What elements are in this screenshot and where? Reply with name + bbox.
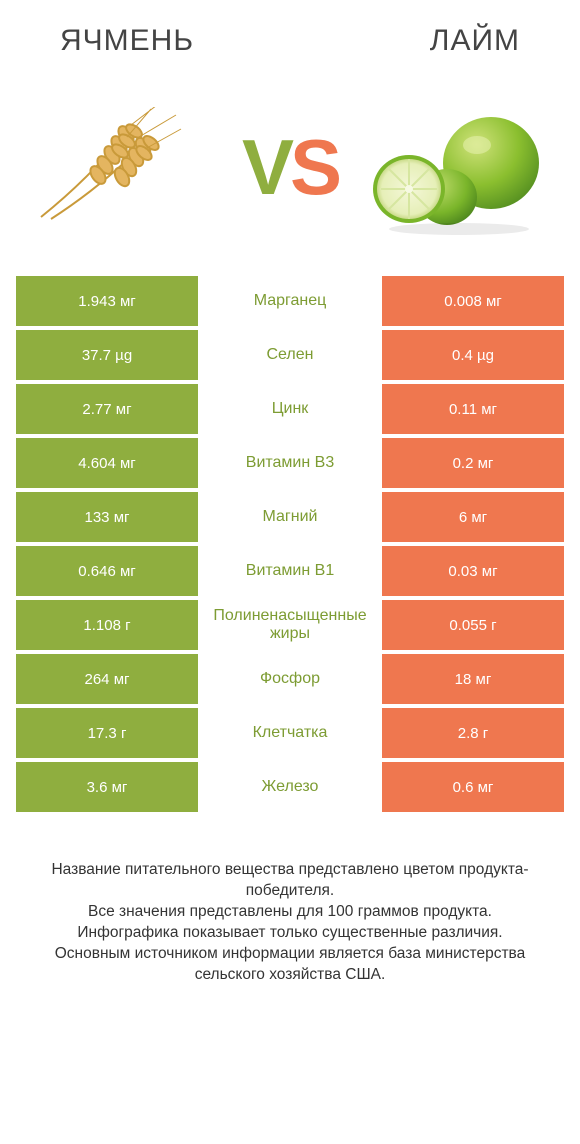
infographic-container: ЯЧМЕНЬ ЛАЙМ — [0, 0, 580, 1014]
left-value-cell: 1.108 г — [16, 600, 198, 650]
nutrient-label: Марганец — [198, 276, 382, 326]
nutrient-label: Полиненасыщенные жиры — [198, 600, 382, 650]
nutrient-label: Витамин B3 — [198, 438, 382, 488]
vs-s: S — [290, 128, 338, 206]
left-value-cell: 4.604 мг — [16, 438, 198, 488]
table-row: 264 мгФосфор18 мг — [16, 654, 564, 704]
right-value-cell: 0.008 мг — [382, 276, 564, 326]
right-value-cell: 0.03 мг — [382, 546, 564, 596]
barley-image — [26, 92, 216, 242]
footer-line-1: Название питательного вещества представл… — [34, 860, 546, 902]
table-row: 2.77 мгЦинк0.11 мг — [16, 384, 564, 434]
right-value-cell: 0.6 мг — [382, 762, 564, 812]
hero-row: VS — [16, 66, 564, 276]
right-value-cell: 0.4 µg — [382, 330, 564, 380]
right-value-cell: 6 мг — [382, 492, 564, 542]
nutrient-label: Железо — [198, 762, 382, 812]
nutrient-label: Селен — [198, 330, 382, 380]
table-row: 37.7 µgСелен0.4 µg — [16, 330, 564, 380]
left-value-cell: 133 мг — [16, 492, 198, 542]
table-row: 133 мгМагний6 мг — [16, 492, 564, 542]
right-value-cell: 0.055 г — [382, 600, 564, 650]
nutrient-label: Цинк — [198, 384, 382, 434]
left-value-cell: 37.7 µg — [16, 330, 198, 380]
left-value-cell: 3.6 мг — [16, 762, 198, 812]
lime-image — [364, 92, 554, 242]
nutrient-label: Магний — [198, 492, 382, 542]
right-value-cell: 18 мг — [382, 654, 564, 704]
table-row: 17.3 гКлетчатка2.8 г — [16, 708, 564, 758]
footer-line-4: Основным источником информации является … — [34, 944, 546, 986]
left-value-cell: 17.3 г — [16, 708, 198, 758]
footer-line-2: Все значения представлены для 100 граммо… — [34, 902, 546, 923]
footer-notes: Название питательного вещества представл… — [16, 816, 564, 986]
nutrient-label: Клетчатка — [198, 708, 382, 758]
table-row: 4.604 мгВитамин B30.2 мг — [16, 438, 564, 488]
right-value-cell: 0.2 мг — [382, 438, 564, 488]
nutrient-label: Витамин B1 — [198, 546, 382, 596]
left-value-cell: 1.943 мг — [16, 276, 198, 326]
table-row: 1.943 мгМарганец0.008 мг — [16, 276, 564, 326]
left-value-cell: 264 мг — [16, 654, 198, 704]
table-row: 3.6 мгЖелезо0.6 мг — [16, 762, 564, 812]
comparison-table: 1.943 мгМарганец0.008 мг37.7 µgСелен0.4 … — [16, 276, 564, 812]
footer-line-3: Инфографика показывает только существенн… — [34, 923, 546, 944]
titles-row: ЯЧМЕНЬ ЛАЙМ — [16, 24, 564, 66]
left-value-cell: 0.646 мг — [16, 546, 198, 596]
right-value-cell: 2.8 г — [382, 708, 564, 758]
right-product-title: ЛАЙМ — [430, 24, 520, 58]
table-row: 1.108 гПолиненасыщенные жиры0.055 г — [16, 600, 564, 650]
vs-label: VS — [242, 128, 338, 206]
vs-v: V — [242, 128, 290, 206]
table-row: 0.646 мгВитамин B10.03 мг — [16, 546, 564, 596]
left-product-title: ЯЧМЕНЬ — [60, 24, 194, 58]
left-value-cell: 2.77 мг — [16, 384, 198, 434]
right-value-cell: 0.11 мг — [382, 384, 564, 434]
nutrient-label: Фосфор — [198, 654, 382, 704]
